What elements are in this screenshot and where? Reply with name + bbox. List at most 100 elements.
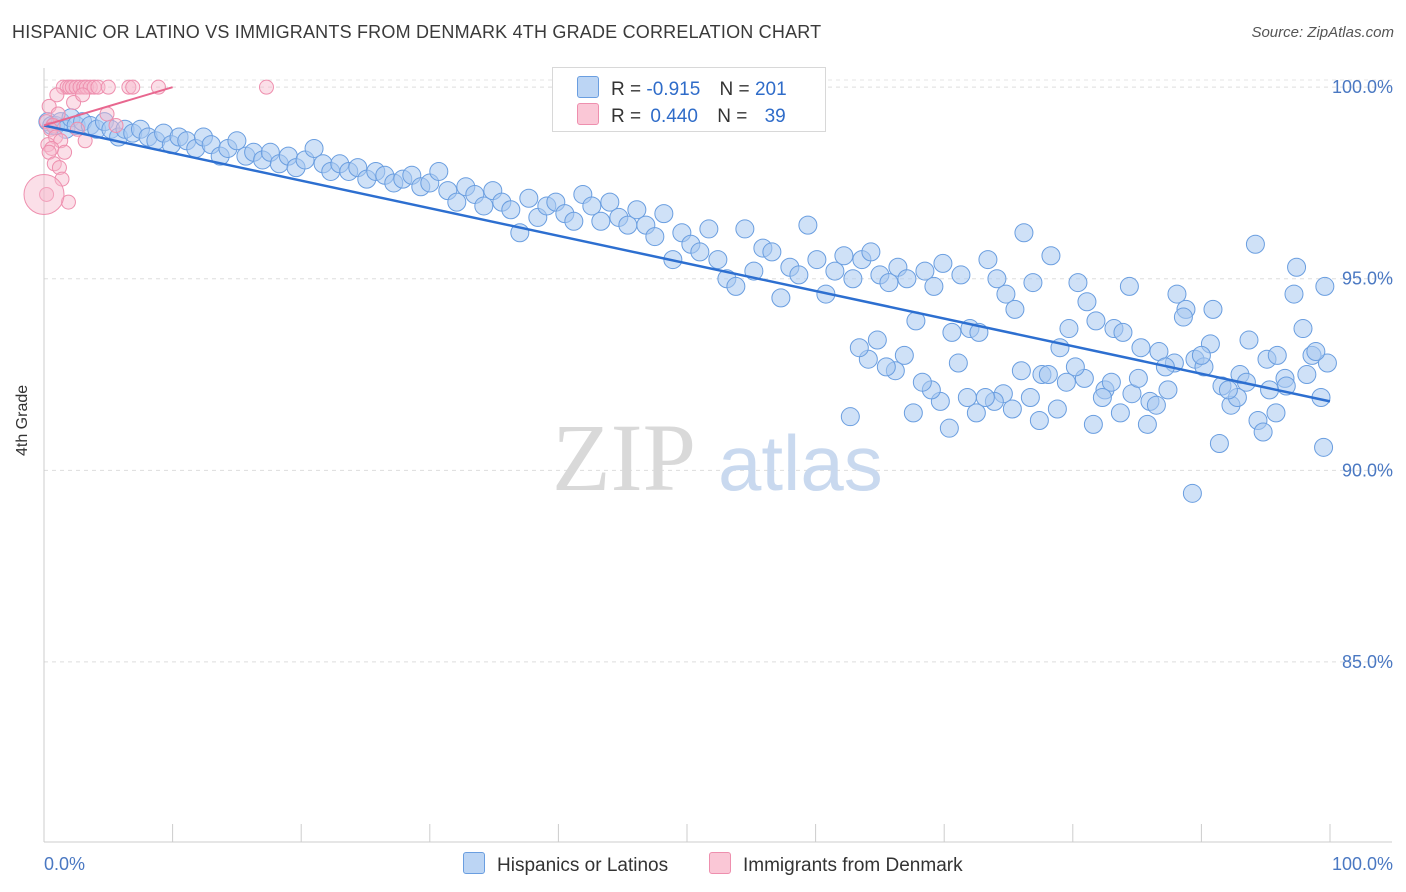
legend-swatch-blue [463, 852, 485, 874]
data-point-hispanics [1029, 411, 1049, 431]
legend-n-value: 201 [754, 79, 787, 100]
data-point-hispanics [843, 269, 863, 289]
tick-labels: 85.0% 90.0% 95.0% 100.0% 0.0% 100.0% [44, 77, 1393, 874]
data-point-hispanics [1317, 353, 1337, 373]
data-point-hispanics [924, 276, 944, 296]
data-point-hispanics [996, 284, 1016, 304]
data-point-hispanics [654, 204, 674, 224]
data-point-hispanics [1158, 380, 1178, 400]
chart-title: HISPANIC OR LATINO VS IMMIGRANTS FROM DE… [12, 22, 822, 42]
data-point-hispanics [708, 250, 728, 270]
data-point-denmark [48, 129, 64, 145]
data-point-hispanics [978, 250, 998, 270]
data-point-hispanics [789, 265, 809, 285]
data-point-denmark [75, 87, 91, 103]
legend-n-label: N = [719, 79, 750, 100]
data-point-hispanics [582, 196, 602, 216]
data-point-denmark [121, 79, 137, 95]
x-tick-label-min: 0.0% [44, 854, 85, 874]
data-point-hispanics [1023, 273, 1043, 293]
legend-row-denmark: R = 0.440 N = 39 [577, 103, 786, 127]
data-point-hispanics [1056, 372, 1076, 392]
legend-r-value: -0.915 [646, 79, 701, 100]
trend-line-denmark [43, 86, 173, 127]
data-point-hispanics [867, 330, 887, 350]
data-point-hispanics [1203, 299, 1223, 319]
data-point-hispanics [1113, 322, 1133, 342]
data-point-hispanics [726, 276, 746, 296]
data-point-denmark-large [23, 173, 65, 215]
data-point-hispanics [591, 211, 611, 231]
legend-label-hispanics: Hispanics or Latinos [497, 855, 669, 876]
trend-lines [43, 86, 1331, 403]
y-tick-label: 90.0% [1342, 460, 1393, 480]
legend-swatch-blue [577, 76, 599, 98]
legend-label-denmark: Immigrants from Denmark [743, 855, 963, 876]
data-point-hispanics [1314, 437, 1334, 457]
data-point-denmark [51, 160, 67, 176]
data-point-denmark [46, 156, 62, 172]
data-point-hispanics [1306, 342, 1326, 362]
data-point-hispanics [627, 200, 647, 220]
data-point-hispanics [1038, 365, 1058, 385]
watermark-zip: ZIP [552, 404, 696, 511]
data-point-hispanics [876, 357, 896, 377]
data-point-hispanics [1287, 257, 1307, 277]
data-point-hispanics [227, 131, 247, 151]
data-point-hispanics [951, 265, 971, 285]
source-label: Source: ZipAtlas.com [1251, 24, 1394, 41]
data-point-hispanics [894, 345, 914, 365]
data-point-hispanics [1011, 361, 1031, 381]
data-point-hispanics [699, 219, 719, 239]
data-point-hispanics [861, 242, 881, 262]
data-point-hispanics [1041, 246, 1061, 266]
data-point-hispanics [1119, 276, 1139, 296]
data-point-hispanics [1209, 434, 1229, 454]
data-point-denmark [49, 87, 65, 103]
data-point-hispanics [966, 403, 986, 423]
data-point-hispanics [1131, 338, 1151, 358]
axes [43, 68, 1392, 843]
data-point-hispanics [1083, 414, 1103, 434]
data-point-hispanics [1173, 307, 1193, 327]
data-point-hispanics [1110, 403, 1130, 423]
data-point-hispanics [564, 211, 584, 231]
data-point-hispanics [1002, 399, 1022, 419]
data-point-hispanics [447, 192, 467, 212]
data-point-hispanics [1266, 403, 1286, 423]
series-denmark-points [23, 79, 274, 215]
legend-swatch-pink [709, 852, 731, 874]
data-point-hispanics [1245, 234, 1265, 254]
data-point-hispanics [798, 215, 818, 235]
data-point-hispanics [1065, 357, 1085, 377]
data-point-denmark [78, 79, 94, 95]
data-point-denmark [125, 79, 141, 95]
legend-row-hispanics: R = -0.915 N = 201 [577, 76, 787, 100]
data-point-hispanics [1297, 365, 1317, 385]
x-tick-label-max: 100.0% [1332, 854, 1393, 874]
data-point-hispanics [1059, 319, 1079, 339]
data-point-hispanics [1167, 284, 1187, 304]
stats-legend: R = -0.915 N = 201 R = 0.440 N = 39 [552, 67, 826, 132]
data-point-hispanics [519, 188, 539, 208]
data-point-hispanics [939, 418, 959, 438]
legend-r-value: 0.440 [650, 106, 698, 127]
data-point-hispanics [1293, 319, 1313, 339]
data-point-hispanics [1068, 273, 1088, 293]
data-point-hispanics [501, 200, 521, 220]
data-point-hispanics [1239, 330, 1259, 350]
data-point-hispanics [1092, 388, 1112, 408]
trend-line-hispanics [43, 124, 1331, 403]
data-point-hispanics [1128, 368, 1148, 388]
legend-r-label: R = [611, 106, 642, 127]
y-tick-label: 85.0% [1342, 652, 1393, 672]
data-point-hispanics [1086, 311, 1106, 331]
data-point-hispanics [1005, 299, 1025, 319]
y-tick-label: 95.0% [1342, 269, 1393, 289]
data-point-hispanics [825, 261, 845, 281]
data-point-hispanics [735, 219, 755, 239]
data-point-hispanics [1146, 395, 1166, 415]
data-point-hispanics [1101, 372, 1121, 392]
data-point-denmark [108, 117, 124, 133]
